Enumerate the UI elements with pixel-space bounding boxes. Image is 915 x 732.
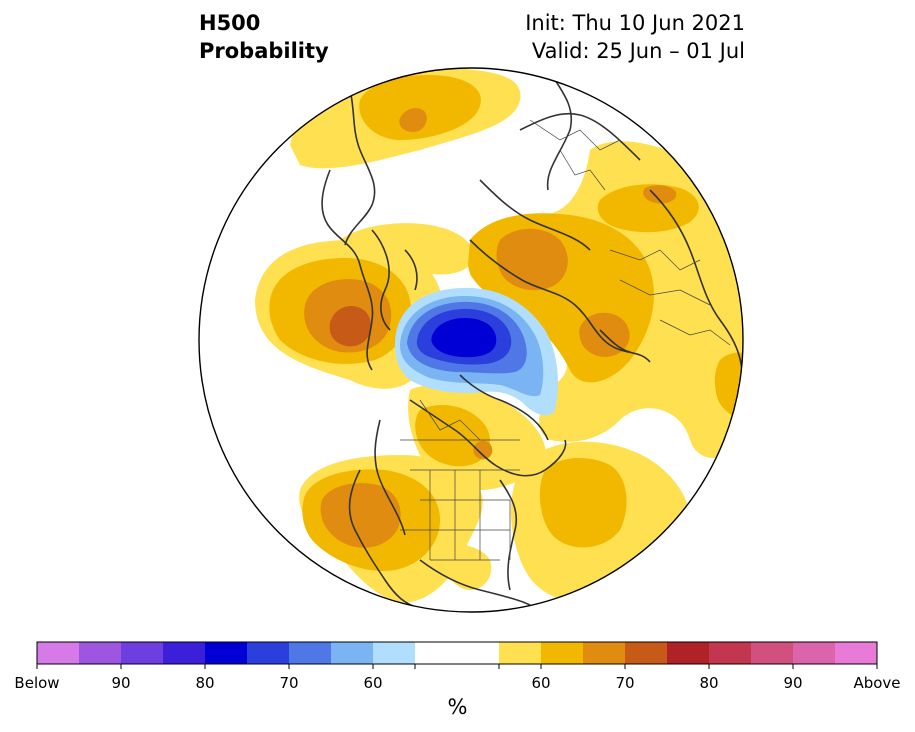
colorbar-tick-label: 60	[363, 674, 382, 692]
colorbar-cell	[415, 642, 458, 664]
colorbar-cell	[331, 642, 374, 664]
colorbar-tick-label: Below	[14, 674, 59, 692]
colorbar-tick-label: Above	[853, 674, 900, 692]
title-line-type: Probability	[199, 39, 329, 63]
valid-range: Valid: 25 Jun – 01 Jul	[531, 39, 745, 63]
political-borders	[400, 119, 731, 561]
colorbar-cell	[289, 642, 332, 664]
colorbar-cell	[709, 642, 752, 664]
init-date: Init: Thu 10 Jun 2021	[525, 11, 745, 35]
colorbar: Below 90 80 70 60 60 70 80 90 Above	[14, 641, 901, 692]
colorbar-tick-label: 90	[111, 674, 130, 692]
map-title: H500 Probability	[199, 9, 329, 65]
colorbar-cell	[625, 642, 668, 664]
colorbar-cell	[121, 642, 164, 664]
colorbar-cell	[79, 642, 122, 664]
colorbar-cell	[205, 642, 248, 664]
colorbar-cell	[793, 642, 836, 664]
colorbar-tick-label: 80	[195, 674, 214, 692]
colorbar-cells	[37, 642, 878, 664]
colorbar-frame	[36, 641, 878, 665]
colorbar-cell	[667, 642, 710, 664]
colorbar-tick-label: 80	[699, 674, 718, 692]
blue-anomaly-regions	[395, 287, 558, 416]
colorbar-cell	[163, 642, 206, 664]
colorbar-cell	[373, 642, 416, 664]
colorbar-cell	[583, 642, 626, 664]
colorbar-cell	[247, 642, 290, 664]
colorbar-tick-label: 90	[783, 674, 802, 692]
colorbar-ticks	[36, 664, 878, 669]
colorbar-cell	[541, 642, 584, 664]
colorbar-cell	[835, 642, 878, 664]
globe-boundary	[198, 67, 744, 613]
red-orange-anomaly-regions	[329, 306, 372, 347]
colorbar-unit: %	[447, 695, 468, 719]
map-dates: Init: Thu 10 Jun 2021 Valid: 25 Jun – 01…	[525, 9, 745, 65]
colorbar-cell	[499, 642, 542, 664]
title-line-variable: H500	[199, 11, 261, 35]
colorbar-cell	[37, 642, 80, 664]
colorbar-tick-label: 60	[531, 674, 550, 692]
colorbar-tick-labels: Below 90 80 70 60 60 70 80 90 Above	[14, 674, 900, 692]
polar-map	[198, 67, 744, 613]
colorbar-cell	[751, 642, 794, 664]
colorbar-tick-label: 70	[279, 674, 298, 692]
colorbar-cell	[457, 642, 500, 664]
colorbar-tick-label: 70	[615, 674, 634, 692]
coastlines	[321, 79, 743, 609]
